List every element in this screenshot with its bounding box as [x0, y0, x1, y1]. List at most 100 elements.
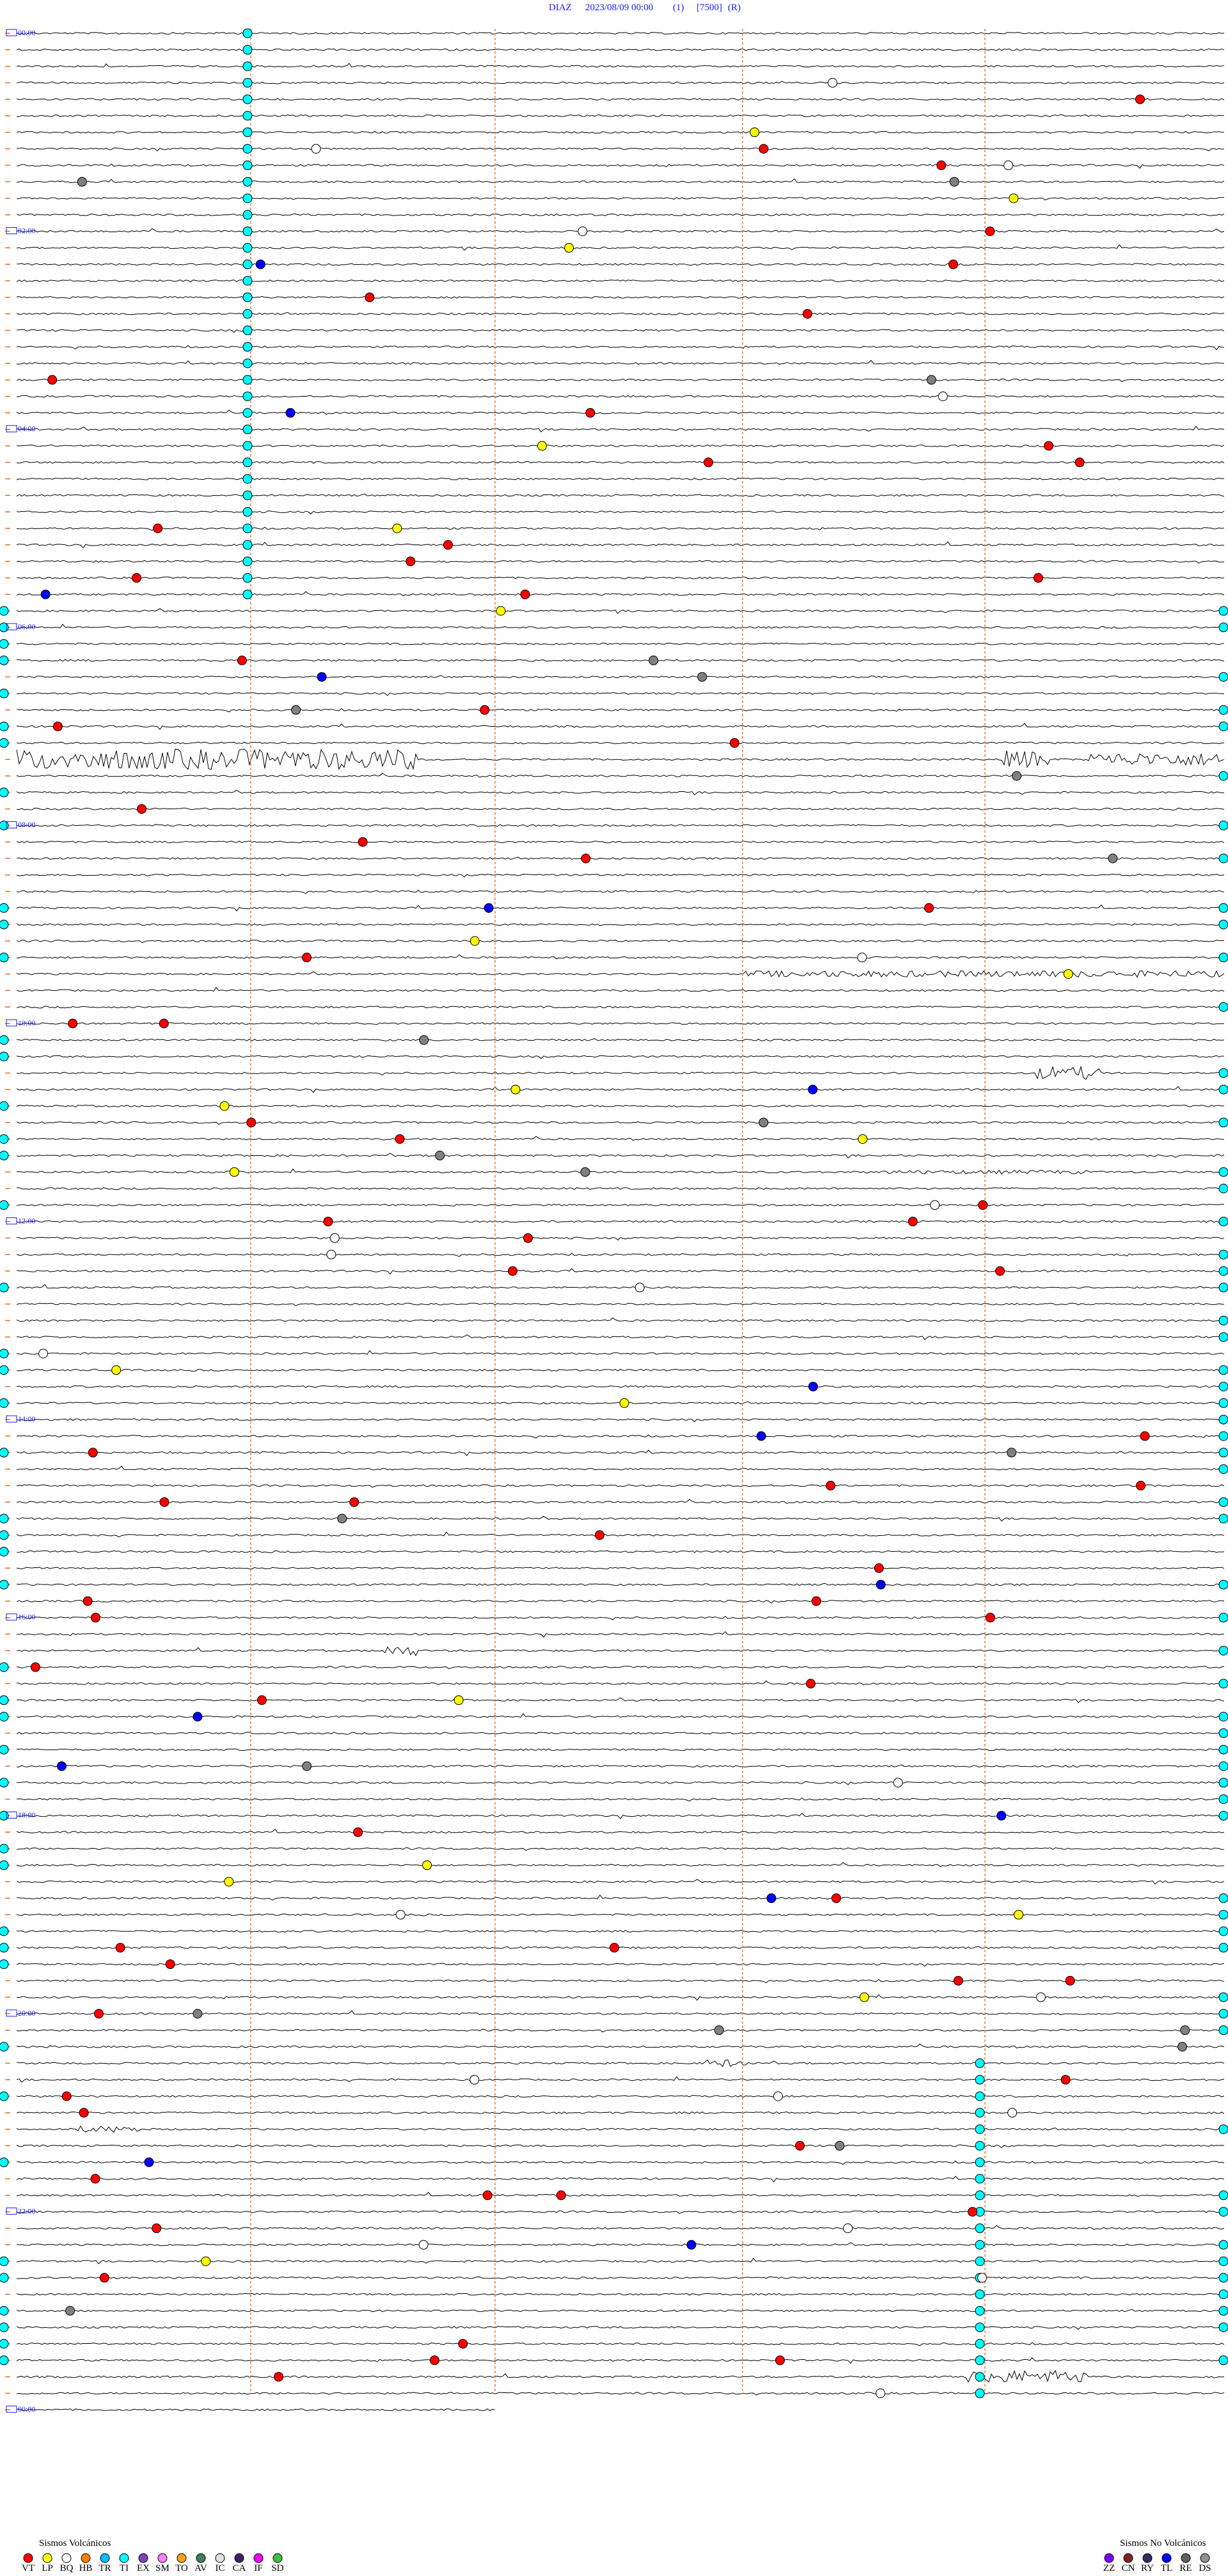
event-marker [948, 259, 958, 269]
event-marker [193, 2009, 203, 2019]
event-marker [484, 903, 494, 913]
trace [16, 98, 1225, 101]
event-marker [0, 1695, 9, 1705]
event-marker [1180, 2025, 1190, 2035]
hour-markers [250, 29, 986, 2392]
event-marker [337, 1513, 347, 1524]
event-marker [1218, 1266, 1228, 1276]
event-marker [1218, 2009, 1228, 2019]
legend-marker [138, 2553, 148, 2563]
event-marker [0, 738, 9, 748]
trace [16, 940, 1225, 944]
event-marker [242, 342, 253, 352]
legend-code: BQ [60, 2563, 74, 2573]
event-marker [159, 1018, 169, 1029]
trace [16, 1631, 1225, 1638]
time-label-box [6, 2405, 17, 2413]
event-marker [40, 589, 51, 599]
trace [16, 970, 1225, 978]
event-marker [326, 1249, 336, 1260]
event-marker [1218, 2256, 1228, 2266]
event-marker [159, 1497, 169, 1507]
event-marker [985, 1613, 995, 1623]
legend-code: EX [137, 2563, 150, 2573]
legend-code: SM [155, 2563, 169, 2573]
event-marker [938, 391, 948, 402]
event-marker [242, 177, 253, 187]
trace [16, 1861, 1225, 1867]
event-marker [0, 1150, 9, 1160]
trace [16, 32, 1225, 35]
trace [16, 1450, 1225, 1457]
event-marker [831, 1893, 842, 1903]
trace [16, 1268, 1225, 1275]
event-marker [977, 2273, 988, 2283]
event-marker [242, 276, 253, 286]
event-marker [775, 2355, 785, 2366]
event-marker [1218, 2289, 1228, 2300]
time-label: 00:00 [18, 2405, 35, 2414]
event-marker [329, 1233, 340, 1243]
time-label: 10:00 [18, 1018, 35, 1027]
event-marker [242, 210, 253, 220]
event-marker [1218, 2025, 1228, 2035]
event-marker [392, 523, 402, 533]
time-label-box [6, 29, 17, 36]
trace [16, 675, 1225, 679]
event-marker [811, 1596, 821, 1606]
trace [16, 1385, 1225, 1388]
trace [16, 1531, 1225, 1538]
event-marker [0, 2256, 9, 2266]
event-marker [686, 2240, 697, 2250]
legend-marker [81, 2553, 91, 2563]
trace [16, 986, 1225, 992]
event-marker [323, 1217, 333, 1227]
event-marker [975, 2157, 985, 2167]
event-marker [0, 2339, 9, 2349]
event-marker [242, 111, 253, 121]
scale: [7500] [697, 3, 722, 13]
event-marker [1108, 853, 1118, 864]
trace [16, 824, 1225, 827]
event-marker [975, 2174, 985, 2184]
event-marker [242, 424, 253, 434]
event-marker [79, 2108, 89, 2118]
trace [16, 1600, 1225, 1604]
event-marker [975, 2108, 985, 2118]
event-marker [0, 1052, 9, 1062]
event-marker [1033, 573, 1043, 583]
trace [16, 1550, 1225, 1553]
datetime: 2023/08/09 00:00 [585, 3, 653, 13]
event-marker [0, 1579, 9, 1590]
gain: (1) [673, 3, 684, 13]
event-marker [1218, 2355, 1228, 2366]
event-marker [219, 1101, 230, 1111]
trace [16, 2059, 1225, 2067]
event-marker [1218, 1761, 1228, 1771]
event-marker [349, 1497, 359, 1507]
legend: Sismos Volcánicos VT LP BQ HB TR TI EX SM TO AV IC C… [22, 2538, 1211, 2573]
time-labels: 00:00 02:00 04:00 06:00 08:00 10:00 12:00 14:00… [6, 28, 35, 2414]
time-label-box [6, 1613, 17, 1621]
event-marker [242, 573, 253, 583]
trace [16, 723, 1225, 731]
event-marker [193, 1712, 203, 1722]
event-marker [930, 1200, 940, 1210]
trace [16, 805, 1225, 810]
trace [16, 1963, 1225, 1967]
trace [16, 1038, 1225, 1041]
event-marker [510, 1084, 521, 1094]
event-marker [0, 1530, 9, 1540]
event-marker [1218, 1249, 1228, 1260]
legend-marker [61, 2553, 72, 2563]
trace [16, 2095, 1225, 2098]
event-marker [0, 639, 9, 649]
event-marker [1218, 1315, 1228, 1325]
trace [16, 576, 1225, 580]
event-marker [52, 722, 63, 732]
trace [16, 2309, 1224, 2312]
legend-marker [1200, 2553, 1210, 2563]
trace [16, 1466, 1225, 1471]
legend-code: VT [22, 2563, 35, 2573]
event-marker [395, 1134, 405, 1144]
